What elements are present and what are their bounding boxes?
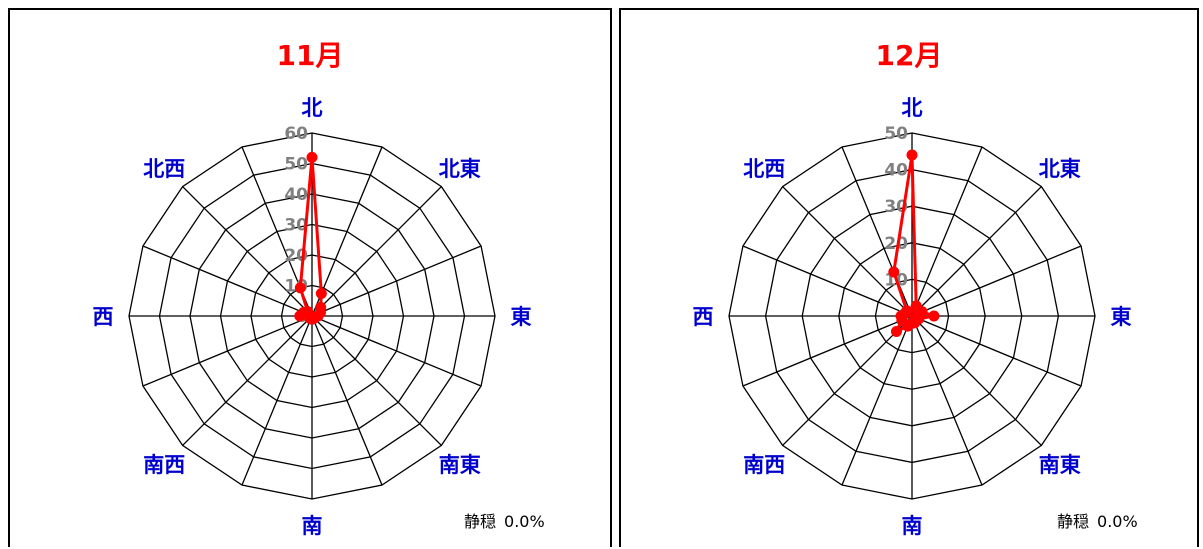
grid-spoke: [841, 315, 913, 486]
data-point: [928, 310, 940, 322]
grid-spoke: [782, 186, 913, 317]
chart-panel-november: 0102030405060北北東東南東南南西西北西 11月 静穏0.0%: [8, 8, 612, 547]
direction-label: 東: [1111, 305, 1132, 329]
direction-label: 北: [902, 96, 923, 120]
calm-label: 静穏: [1057, 512, 1090, 531]
grid-spoke: [182, 315, 313, 446]
data-point: [306, 151, 318, 163]
grid-spoke: [142, 315, 313, 387]
grid-spoke: [311, 315, 482, 387]
radial-tick-label: 50: [284, 155, 308, 175]
direction-label: 北: [302, 96, 323, 120]
radar-chart-december: 01020304050北北東東南東南南西西北西: [693, 96, 1132, 538]
direction-label: 南東: [439, 453, 481, 477]
grid-spoke: [911, 186, 1042, 317]
direction-label: 南: [902, 514, 923, 538]
grid-spoke: [311, 146, 383, 317]
data-point: [294, 282, 306, 294]
data-point: [901, 305, 913, 317]
direction-label: 西: [693, 305, 714, 329]
grid-spoke: [742, 315, 913, 387]
data-point: [315, 287, 327, 299]
radial-tick-label: 60: [284, 124, 308, 144]
grid-spoke: [911, 315, 1042, 446]
grid-spoke: [911, 146, 983, 317]
radial-tick-label: 20: [884, 234, 908, 254]
chart-panel-december: 01020304050北北東東南東南南西西北西 12月 静穏0.0%: [619, 8, 1199, 547]
grid-spoke: [911, 315, 983, 486]
direction-label: 北西: [743, 157, 785, 181]
direction-label: 南: [302, 514, 323, 538]
grid-spoke: [311, 245, 482, 317]
grid-spoke: [142, 245, 313, 317]
direction-label: 北西: [143, 157, 185, 181]
grid-spoke: [311, 315, 442, 446]
calm-readout: 静穏 0.0%: [464, 508, 553, 532]
grid-spoke: [782, 315, 913, 446]
chart-title: 12月: [875, 39, 943, 72]
direction-label: 西: [93, 305, 114, 329]
chart-title: 11月: [276, 39, 344, 72]
grid-spoke: [742, 245, 913, 317]
radial-tick-label: 50: [884, 124, 908, 144]
grid-spoke: [911, 315, 1082, 387]
radial-tick-label: 40: [284, 185, 308, 205]
data-point: [302, 306, 314, 318]
calm-label: 静穏: [464, 512, 497, 531]
data-point: [906, 149, 918, 161]
radial-tick-label: 40: [884, 161, 908, 181]
direction-label: 東: [511, 305, 532, 329]
direction-label: 北東: [1039, 157, 1081, 181]
grid-spoke: [911, 245, 1082, 317]
data-point: [888, 266, 900, 278]
calm-value: 0.0%: [504, 512, 545, 531]
grid-spoke: [311, 186, 442, 317]
calm-value: 0.0%: [1097, 512, 1138, 531]
direction-label: 北東: [439, 157, 481, 181]
grid-spoke: [241, 315, 313, 486]
direction-label: 南東: [1039, 453, 1081, 477]
grid-spoke: [311, 315, 383, 486]
data-point: [890, 326, 902, 338]
direction-label: 南西: [743, 453, 785, 477]
radar-chart-november: 0102030405060北北東東南東南南西西北西: [93, 96, 532, 538]
radial-tick-label: 30: [284, 216, 308, 236]
direction-label: 南西: [143, 453, 185, 477]
grid-spoke: [182, 186, 313, 317]
calm-readout: 静穏 0.0%: [1057, 508, 1146, 532]
